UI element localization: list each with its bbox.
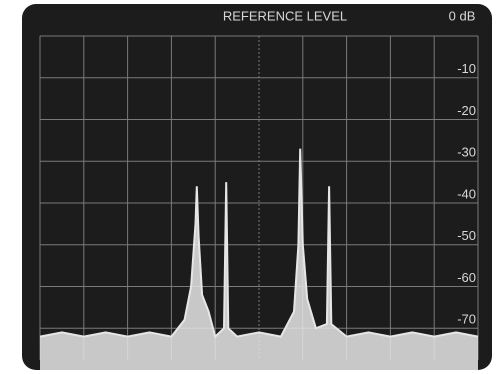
y-tick-label: -30 <box>457 145 476 160</box>
reference-value: 0 dB <box>449 8 476 23</box>
y-tick-label: -70 <box>457 312 476 327</box>
y-tick-label: -50 <box>457 228 476 243</box>
chart-title: REFERENCE LEVEL <box>223 8 347 23</box>
y-tick-label: -10 <box>457 61 476 76</box>
screen <box>22 4 492 370</box>
y-tick-label: -20 <box>457 103 476 118</box>
y-tick-label: -40 <box>457 186 476 201</box>
noise-floor <box>40 148 478 370</box>
spectrum-trace <box>39 148 479 339</box>
y-tick-label: -60 <box>457 270 476 285</box>
